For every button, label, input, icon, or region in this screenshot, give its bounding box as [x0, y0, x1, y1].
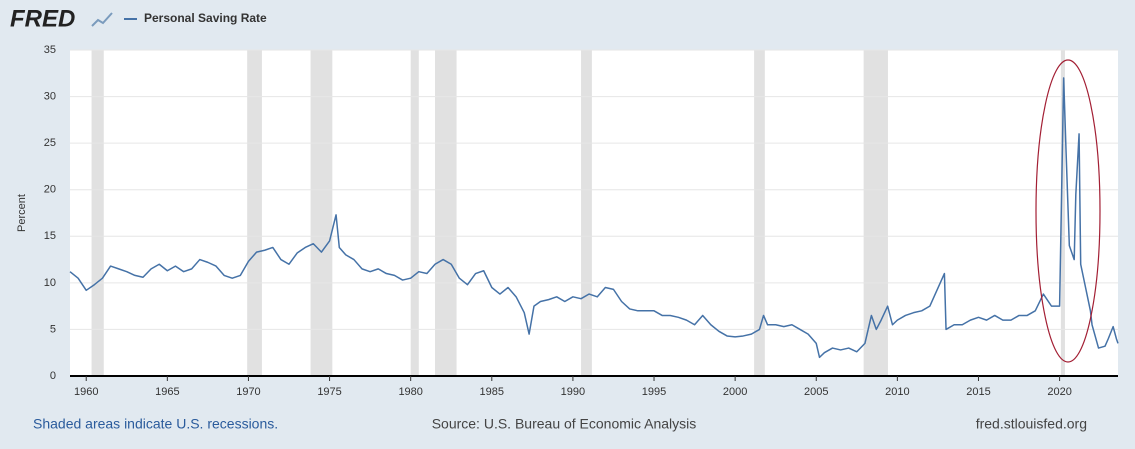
- x-tick-label: 2015: [966, 386, 990, 398]
- site-url[interactable]: fred.stlouisfed.org: [976, 416, 1087, 432]
- plot-area: [70, 50, 1118, 376]
- y-tick-label: 25: [44, 137, 56, 149]
- legend-label: Personal Saving Rate: [144, 11, 267, 25]
- recession-band: [310, 50, 333, 376]
- y-tick-label: 35: [44, 44, 56, 56]
- recession-band: [863, 50, 888, 376]
- y-tick-label: 15: [44, 230, 56, 242]
- x-tick-label: 2010: [885, 386, 909, 398]
- recession-band: [435, 50, 457, 376]
- plot: [69, 49, 1119, 377]
- recession-band: [410, 50, 419, 376]
- x-tick-label: 1990: [561, 386, 585, 398]
- x-tick-label: 1970: [236, 386, 260, 398]
- x-tick-label: 1985: [480, 386, 504, 398]
- recession-band: [754, 50, 765, 376]
- y-axis-label: Percent: [16, 194, 28, 232]
- x-tick-label: 2020: [1047, 386, 1071, 398]
- recession-band: [581, 50, 592, 376]
- y-tick-label: 5: [50, 323, 56, 335]
- x-tick-label: 1975: [317, 386, 341, 398]
- recession-band: [1060, 50, 1065, 376]
- y-tick-label: 10: [44, 277, 56, 289]
- highlight-ellipse: [1035, 59, 1101, 363]
- y-tick-label: 20: [44, 184, 56, 196]
- x-tick-label: 2005: [804, 386, 828, 398]
- recession-note[interactable]: Shaded areas indicate U.S. recessions.: [33, 416, 278, 432]
- y-tick-label: 30: [44, 90, 56, 102]
- y-tick-label: 0: [50, 370, 56, 382]
- recession-band: [247, 50, 262, 376]
- logo-icon: [91, 12, 113, 27]
- data-line: [69, 77, 1119, 359]
- source: Source: U.S. Bureau of Economic Analysis: [432, 416, 697, 432]
- x-tick-label: 1995: [642, 386, 666, 398]
- recession-band: [91, 50, 104, 376]
- logo[interactable]: FRED: [10, 5, 75, 32]
- x-tick-label: 1960: [74, 386, 98, 398]
- x-tick-label: 2000: [723, 386, 747, 398]
- x-tick-label: 1980: [398, 386, 422, 398]
- x-tick-label: 1965: [155, 386, 179, 398]
